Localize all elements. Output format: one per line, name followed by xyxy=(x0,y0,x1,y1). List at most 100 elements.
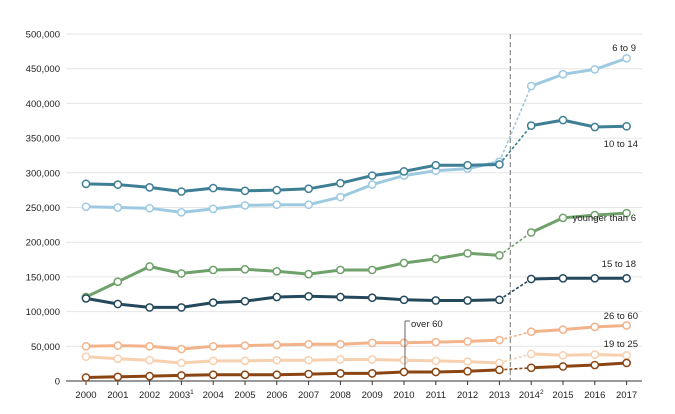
data-point xyxy=(113,203,123,212)
data-point xyxy=(399,295,409,305)
data-point xyxy=(431,254,441,264)
data-point xyxy=(304,355,313,365)
data-point xyxy=(590,273,600,283)
data-point xyxy=(463,366,472,376)
data-point xyxy=(113,354,123,364)
data-point xyxy=(590,65,600,74)
data-point xyxy=(622,208,631,218)
data-point xyxy=(526,274,536,284)
data-point xyxy=(367,338,377,348)
series-line xyxy=(85,355,500,365)
data-point xyxy=(304,339,313,349)
series-break-connector xyxy=(498,278,532,301)
y-tick-label: 200,000 xyxy=(26,238,60,249)
data-point xyxy=(367,265,377,275)
data-point xyxy=(240,296,250,306)
data-point xyxy=(367,180,377,189)
data-point xyxy=(526,327,536,337)
data-point xyxy=(590,360,600,370)
series-line xyxy=(85,251,500,299)
data-point xyxy=(208,204,218,214)
series-line xyxy=(530,118,627,129)
data-point xyxy=(81,294,91,303)
data-point xyxy=(208,265,218,275)
y-tick-label: 50,000 xyxy=(31,342,60,353)
y-tick-label: 150,000 xyxy=(26,272,60,283)
y-tick-label: 250,000 xyxy=(26,203,60,214)
x-tick-label: 2004 xyxy=(203,390,224,401)
data-point xyxy=(272,185,282,195)
data-point xyxy=(336,355,345,364)
data-point xyxy=(336,369,345,378)
data-point xyxy=(208,298,218,307)
data-point xyxy=(145,262,154,271)
data-point xyxy=(399,338,409,348)
data-point xyxy=(495,160,504,169)
data-point xyxy=(590,210,600,220)
data-point xyxy=(526,363,536,373)
data-point xyxy=(145,371,154,381)
data-point xyxy=(81,352,91,362)
data-point xyxy=(622,358,631,368)
data-point xyxy=(177,344,186,354)
y-tick-label: 100,000 xyxy=(26,307,60,318)
grid-lines xyxy=(66,33,642,347)
series-label: 6 to 9 xyxy=(612,43,636,54)
series-labels: 6 to 9 10 to 14 younger than 6 15 to 18 26 t… xyxy=(404,43,638,368)
series-lines xyxy=(81,53,631,382)
data-point xyxy=(304,200,313,210)
data-point xyxy=(336,178,345,188)
series-label: 26 to 60 xyxy=(604,311,638,322)
series-line xyxy=(85,294,500,309)
data-point xyxy=(272,200,282,210)
series-line xyxy=(85,163,500,193)
series-line xyxy=(530,211,627,234)
data-point xyxy=(208,183,218,193)
data-point xyxy=(558,273,568,283)
data-point xyxy=(81,341,91,351)
series-label: 15 to 18 xyxy=(602,259,636,270)
data-point xyxy=(590,122,600,132)
x-tick-label: 2015 xyxy=(552,390,573,401)
data-point xyxy=(399,367,409,377)
data-point xyxy=(113,180,123,189)
data-point xyxy=(240,341,250,350)
series-line xyxy=(531,276,627,281)
data-point xyxy=(495,251,504,260)
data-point xyxy=(590,350,600,359)
data-point xyxy=(558,69,568,79)
data-point xyxy=(399,355,409,365)
data-point xyxy=(526,349,536,359)
data-point xyxy=(431,296,441,305)
series-line xyxy=(85,338,500,351)
y-tick-label: 400,000 xyxy=(26,99,60,110)
data-point xyxy=(177,303,186,312)
data-point xyxy=(145,341,154,351)
series-line xyxy=(531,361,627,370)
series-label: 10 to 14 xyxy=(604,139,638,150)
series-line xyxy=(530,56,628,88)
series-line xyxy=(85,368,500,379)
series-label: over 60 xyxy=(411,319,443,330)
data-point xyxy=(399,167,409,176)
data-point xyxy=(622,321,631,330)
data-point xyxy=(558,213,568,223)
data-point xyxy=(272,292,282,302)
data-point xyxy=(495,358,504,368)
data-point xyxy=(240,370,250,380)
data-point xyxy=(145,303,154,312)
data-point xyxy=(622,121,631,131)
data-point xyxy=(177,187,186,196)
data-point xyxy=(113,341,123,350)
data-point xyxy=(240,186,250,196)
x-tick-label: 2010 xyxy=(393,390,414,401)
x-tick-label: 2006 xyxy=(266,390,287,401)
series-break-connector xyxy=(499,353,532,364)
y-tick-label: 300,000 xyxy=(26,168,60,179)
data-point xyxy=(431,356,441,366)
x-tick-label: 2011 xyxy=(426,390,446,401)
data-point xyxy=(495,335,504,345)
data-point xyxy=(399,258,409,268)
series-break-connector xyxy=(498,231,532,257)
data-point xyxy=(463,160,472,170)
